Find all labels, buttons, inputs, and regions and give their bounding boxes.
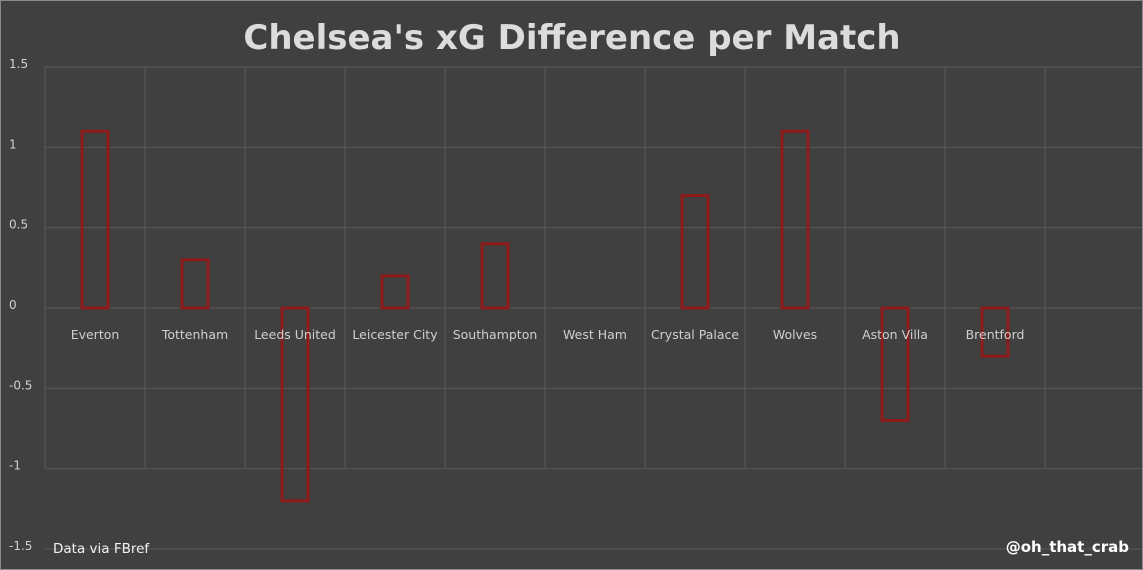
bar [280, 306, 310, 503]
bar [480, 242, 510, 310]
bar [80, 129, 110, 310]
y-tick-label: -1 [9, 459, 21, 473]
bar [180, 258, 210, 310]
category-label: Leicester City [352, 327, 438, 342]
y-tick-label: -1.5 [9, 539, 32, 553]
category-label: Everton [71, 327, 120, 342]
category-label: West Ham [563, 327, 627, 342]
category-label: Brentford [966, 327, 1025, 342]
bar [980, 306, 1010, 358]
y-tick-label: 1 [9, 137, 17, 151]
y-tick-label: 0.5 [9, 218, 28, 232]
source-credit: Data via FBref [53, 541, 150, 557]
author-handle: @oh_that_crab [1006, 538, 1130, 556]
y-tick-label: 0 [9, 298, 17, 312]
bar [780, 129, 810, 310]
category-label: Crystal Palace [651, 327, 739, 342]
gridlines [44, 66, 1142, 550]
bar [880, 306, 910, 422]
category-label: Southampton [453, 327, 538, 342]
category-label: Tottenham [161, 327, 228, 342]
y-axis-ticks: 1.5 1 0.5 0 -0.5 -1 -1.5 [9, 57, 32, 553]
chart-title: Chelsea's xG Difference per Match [243, 18, 900, 58]
category-label: Wolves [773, 327, 817, 342]
category-label: Aston Villa [862, 327, 928, 342]
bar [380, 274, 410, 310]
y-tick-label: 1.5 [9, 57, 28, 71]
bars [80, 129, 1010, 503]
category-label: Leeds United [254, 327, 336, 342]
bar [680, 194, 710, 310]
category-labels: Everton Tottenham Leeds United Leicester Ci… [71, 327, 1025, 342]
y-tick-label: -0.5 [9, 378, 32, 392]
